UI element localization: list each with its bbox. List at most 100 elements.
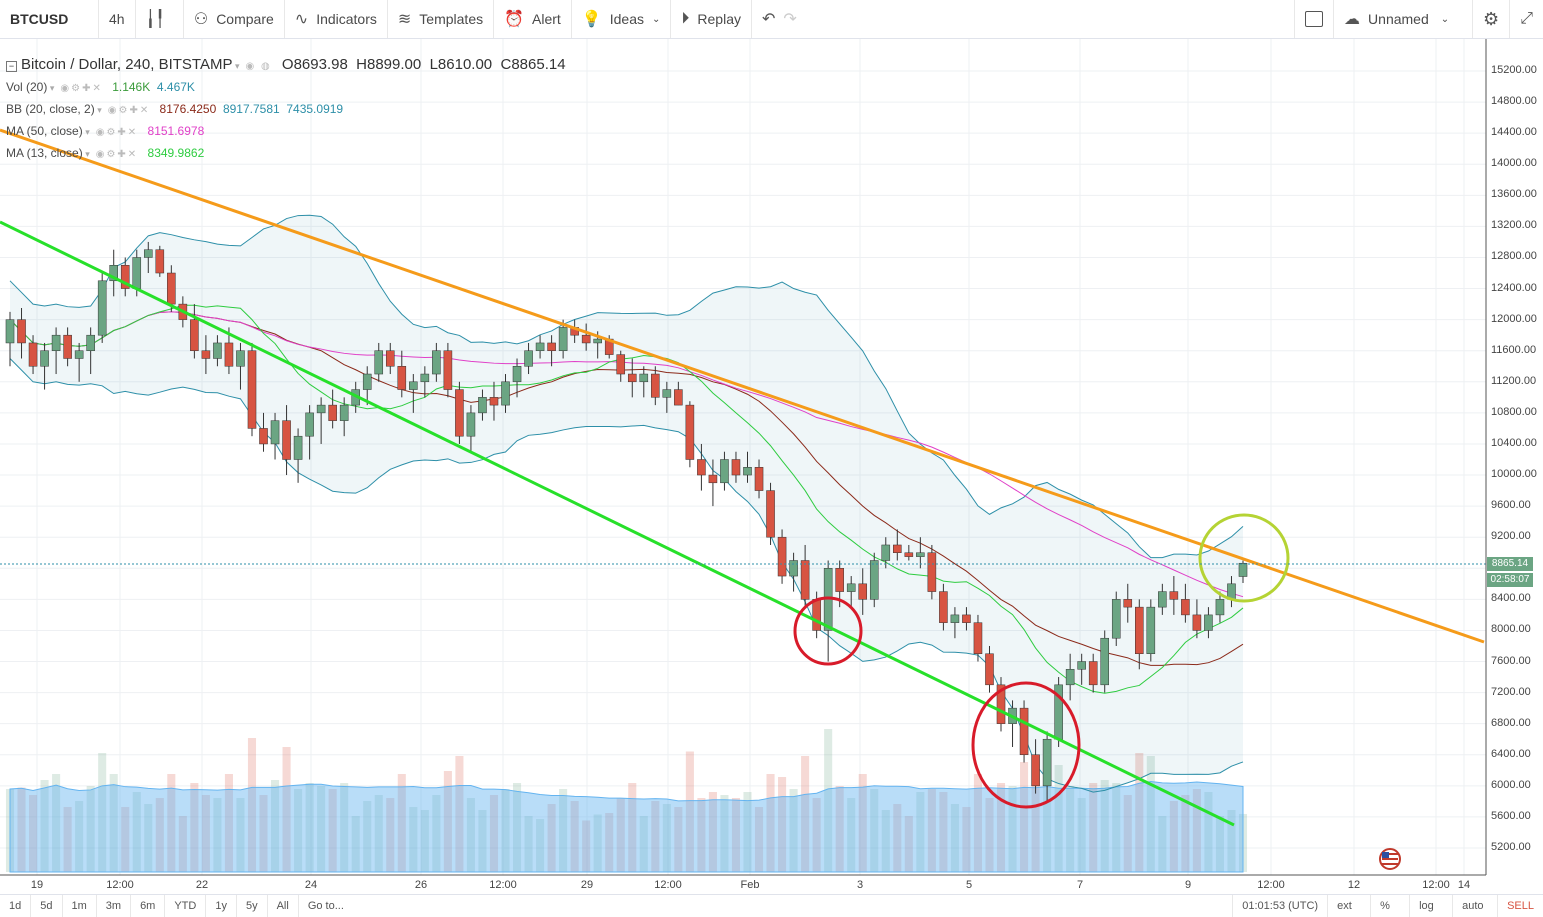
time-tick-label: 22 xyxy=(195,879,209,891)
candle xyxy=(455,381,464,444)
volume-bar xyxy=(386,798,395,872)
series-buttons[interactable]: ◉ ◍ xyxy=(245,61,272,72)
candle xyxy=(293,428,303,483)
candle xyxy=(720,451,729,491)
price-chart[interactable] xyxy=(0,39,1543,895)
layout-button[interactable]: ☁ Unnamed ⌄ xyxy=(1334,0,1474,38)
auto-scale-toggle[interactable]: auto xyxy=(1453,895,1499,917)
volume-bar xyxy=(1054,765,1063,872)
indicator-name[interactable]: Vol (20) xyxy=(6,80,48,94)
volume-bar xyxy=(224,774,233,872)
volume-bar xyxy=(17,787,26,872)
indicators-icon: ∿ xyxy=(294,11,309,28)
candle-body xyxy=(1111,599,1121,639)
bottom-toolbar: 1d 5d 1m 3m 6m YTD 1y 5y All Go to... 01:01:53 (… xyxy=(0,894,1543,917)
fullscreen-toggle-button[interactable] xyxy=(1294,0,1335,38)
expand-button[interactable]: ⤢ xyxy=(1510,0,1543,38)
compare-button[interactable]: ⚇ Compare xyxy=(184,0,285,38)
candle xyxy=(916,537,925,569)
redo-icon[interactable]: ↷ xyxy=(783,11,797,28)
chart-legend: − Bitcoin / Dollar, 240, BITSTAMP ▾ ◉ ◍ O8… xyxy=(6,54,566,165)
volume-bar xyxy=(789,789,798,872)
settings-button[interactable]: ⚙ xyxy=(1473,0,1511,38)
range-button-3m[interactable]: 3m xyxy=(97,895,132,917)
range-button-all[interactable]: All xyxy=(268,895,299,917)
symbol-search-button[interactable]: BTCUSD xyxy=(0,0,99,38)
volume-bar xyxy=(236,798,245,872)
indicators-button[interactable]: ∿ Indicators xyxy=(285,0,388,38)
range-button-1m[interactable]: 1m xyxy=(63,895,97,917)
candle-body xyxy=(593,338,602,344)
volume-bar xyxy=(536,819,545,872)
volume-bar xyxy=(628,783,637,872)
price-tick-label: 13200.00 xyxy=(1491,219,1537,232)
candle-body xyxy=(190,319,199,351)
log-scale-toggle[interactable]: log xyxy=(1410,895,1454,917)
replay-button[interactable]: ⏵ Replay xyxy=(671,0,752,38)
bollinger-band-fill xyxy=(10,215,1243,793)
candle xyxy=(1111,591,1121,646)
volume-bar xyxy=(512,783,522,872)
volume-bar xyxy=(731,798,741,872)
candle xyxy=(28,335,38,375)
price-tick-label: 12000.00 xyxy=(1491,312,1537,325)
candle-body xyxy=(1100,637,1110,686)
volume-bar xyxy=(259,795,268,872)
volume-bar xyxy=(1077,798,1086,872)
extended-hours-toggle[interactable]: ext xyxy=(1328,895,1372,917)
candle xyxy=(973,614,983,662)
collapse-icon[interactable]: − xyxy=(6,61,17,72)
range-button-6m[interactable]: 6m xyxy=(131,895,166,917)
candle xyxy=(420,366,430,398)
candle xyxy=(674,381,683,406)
range-button-5d[interactable]: 5d xyxy=(31,895,63,917)
indicator-buttons[interactable]: ◉⚙✚✕ xyxy=(107,105,151,116)
indicator-buttons[interactable]: ◉⚙✚✕ xyxy=(60,83,103,94)
replay-label: Replay xyxy=(697,11,741,27)
interval-button[interactable]: 4h xyxy=(99,0,136,38)
candle-body xyxy=(259,428,268,445)
indicator-name[interactable]: MA (13, close) xyxy=(6,146,83,160)
volume-bar xyxy=(40,780,49,872)
candle xyxy=(927,544,937,600)
range-button-ytd[interactable]: YTD xyxy=(165,895,207,917)
volume-bar xyxy=(950,804,959,872)
candle xyxy=(893,529,902,561)
ma13-legend: MA (13, close) ▾ ◉⚙✚✕ 8349.9862 xyxy=(6,143,566,165)
range-button-1y[interactable]: 1y xyxy=(206,895,237,917)
candle-body xyxy=(1181,599,1190,616)
candle xyxy=(270,412,280,460)
candle xyxy=(616,350,626,382)
candle-body xyxy=(904,552,914,557)
candle-body xyxy=(40,350,49,367)
indicator-name[interactable]: BB (20, close, 2) xyxy=(6,102,95,116)
indicator-name[interactable]: MA (50, close) xyxy=(6,124,83,138)
candle xyxy=(1158,583,1167,615)
indicator-buttons[interactable]: ◉⚙✚✕ xyxy=(95,127,139,138)
sell-button[interactable]: SELL xyxy=(1507,900,1534,912)
price-tick-label: 7600.00 xyxy=(1491,654,1531,667)
time-tick-label: 12:00 xyxy=(1257,879,1285,891)
chart-style-button[interactable]: ╽╿ xyxy=(136,0,184,38)
candle-body xyxy=(927,552,937,592)
templates-button[interactable]: ≋ Templates xyxy=(388,0,495,38)
undo-button[interactable]: ↶ ↷ xyxy=(752,0,815,38)
candle xyxy=(501,374,510,413)
candle-body xyxy=(697,459,706,476)
series-title[interactable]: Bitcoin / Dollar, 240, BITSTAMP xyxy=(21,56,233,73)
indicator-buttons[interactable]: ◉⚙✚✕ xyxy=(95,149,139,160)
volume-bar xyxy=(962,807,971,872)
candle-body xyxy=(893,544,902,553)
candle-body xyxy=(869,560,879,600)
goto-button[interactable]: Go to... xyxy=(307,900,344,912)
candle xyxy=(1088,653,1098,693)
volume-bar xyxy=(374,795,383,872)
range-button-1d[interactable]: 1d xyxy=(0,895,32,917)
percent-scale-toggle[interactable]: % xyxy=(1371,895,1411,917)
candle-body xyxy=(766,490,775,538)
ideas-button[interactable]: 💡 Ideas ⌄ xyxy=(572,0,672,38)
alert-button[interactable]: ⏰ Alert xyxy=(494,0,572,38)
range-button-5y[interactable]: 5y xyxy=(237,895,268,917)
candle-body xyxy=(17,319,26,344)
candle-body xyxy=(1146,606,1156,655)
